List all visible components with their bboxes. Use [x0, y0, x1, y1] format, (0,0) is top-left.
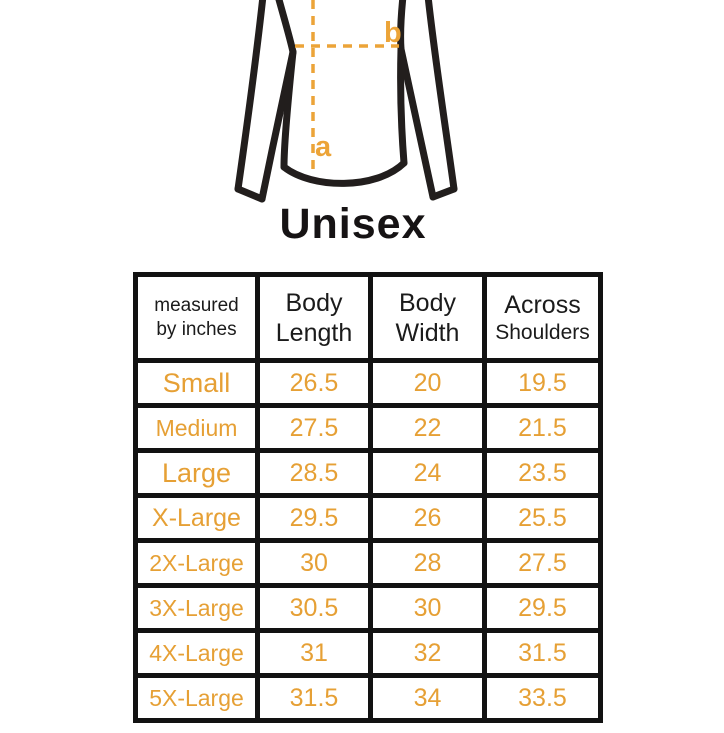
table-row-medium: Medium 27.5 22 21.5	[133, 403, 603, 453]
body-length-cell: 30.5	[255, 583, 373, 633]
across-shoulders-cell: 19.5	[482, 358, 603, 408]
header-body-width: Body Width	[368, 272, 487, 363]
size-cell: X-Large	[133, 493, 260, 543]
header-body-length: Body Length	[255, 272, 373, 363]
body-width-cell: 28	[368, 538, 487, 588]
table-row-large: Large 28.5 24 23.5	[133, 448, 603, 498]
header-line: Across	[504, 290, 581, 319]
table-row-5x-large: 5X-Large 31.5 34 33.5	[133, 673, 603, 723]
across-shoulders-cell: 29.5	[482, 583, 603, 633]
body-width-cell: 30	[368, 583, 487, 633]
header-line: Shoulders	[495, 320, 590, 344]
measure-label-a: a	[315, 131, 332, 163]
header-line: by inches	[156, 318, 237, 340]
header-measured-by-inches: measured by inches	[133, 272, 260, 363]
body-width-cell: 22	[368, 403, 487, 453]
table-row-4x-large: 4X-Large 31 32 31.5	[133, 628, 603, 678]
size-table-header: measured by inches Body Length Body Widt…	[133, 272, 603, 363]
body-width-cell: 20	[368, 358, 487, 408]
header-line: Body	[285, 288, 343, 317]
body-length-cell: 28.5	[255, 448, 373, 498]
body-width-cell: 24	[368, 448, 487, 498]
shirt-left-sleeve-outer-path	[234, 0, 267, 193]
across-shoulders-cell: 27.5	[482, 538, 603, 588]
body-length-cell: 29.5	[255, 493, 373, 543]
shirt-body-left-path	[280, 48, 297, 171]
table-row-small: Small 26.5 20 19.5	[133, 358, 603, 408]
shirt-right-sleeve-inner-path	[397, 45, 437, 201]
size-cell: 3X-Large	[133, 583, 260, 633]
size-cell: Large	[133, 448, 260, 498]
size-cell: Small	[133, 358, 260, 408]
size-table-body: Small 26.5 20 19.5 Medium 27.5 22 21.5 L…	[133, 358, 603, 723]
header-line: measured	[154, 294, 239, 316]
across-shoulders-cell: 23.5	[482, 448, 603, 498]
header-line: Body	[399, 288, 456, 317]
header-line: Length	[275, 318, 353, 347]
table-row-x-large: X-Large 29.5 26 25.5	[133, 493, 603, 543]
body-length-cell: 31	[255, 628, 373, 678]
across-shoulders-cell: 33.5	[482, 673, 603, 723]
shirt-left-cuff-path	[234, 185, 266, 203]
body-length-cell: 30	[255, 538, 373, 588]
across-shoulders-cell: 25.5	[482, 493, 603, 543]
shirt-left-armhole-path	[275, 0, 297, 56]
body-length-cell: 31.5	[255, 673, 373, 723]
header-row: measured by inches Body Length Body Widt…	[133, 272, 603, 363]
body-length-cell: 27.5	[255, 403, 373, 453]
table-row-2x-large: 2X-Large 30 28 27.5	[133, 538, 603, 588]
page-title: Unisex	[279, 200, 427, 248]
size-cell: 2X-Large	[133, 538, 260, 588]
garment-diagram: b a	[234, 0, 458, 203]
size-cell: 5X-Large	[133, 673, 260, 723]
shirt-hem-path	[280, 159, 408, 187]
header-line: Width	[395, 318, 460, 347]
measure-label-b: b	[384, 17, 402, 49]
size-table: measured by inches Body Length Body Widt…	[133, 272, 603, 723]
across-shoulders-cell: 21.5	[482, 403, 603, 453]
across-shoulders-cell: 31.5	[482, 628, 603, 678]
size-cell: 4X-Large	[133, 628, 260, 678]
header-across-shoulders: Across Shoulders	[482, 272, 603, 363]
shirt-right-sleeve-outer-path	[424, 0, 458, 193]
shirt-right-armhole-path	[397, 0, 407, 53]
body-width-cell: 34	[368, 673, 487, 723]
table-row-3x-large: 3X-Large 30.5 30 29.5	[133, 583, 603, 633]
body-width-cell: 32	[368, 628, 487, 678]
size-cell: Medium	[133, 403, 260, 453]
shirt-right-cuff-path	[429, 185, 458, 201]
body-width-cell: 26	[368, 493, 487, 543]
body-length-cell: 26.5	[255, 358, 373, 408]
